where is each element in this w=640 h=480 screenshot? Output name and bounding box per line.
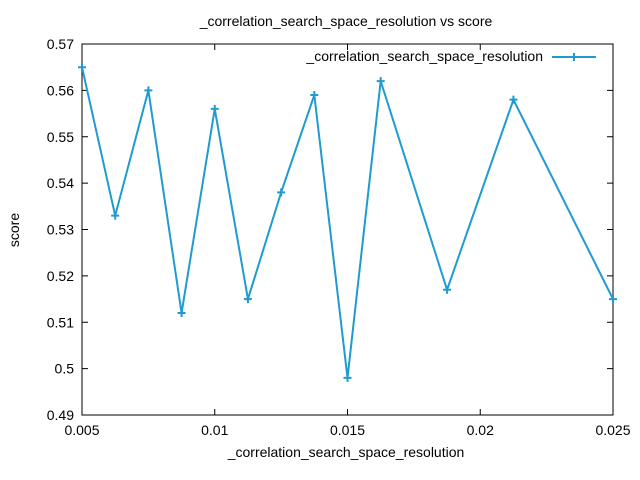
data-point-marker: [210, 104, 219, 113]
x-tick-label: 0.015: [330, 422, 365, 438]
x-axis-label: _correlation_search_space_resolution: [227, 444, 465, 460]
data-point-marker: [443, 285, 452, 294]
data-point-marker: [144, 86, 153, 95]
x-axis: 0.005 0.01 0.015 0.02 0.025: [64, 44, 631, 438]
x-tick-label: 0.025: [595, 422, 630, 438]
data-point-marker: [111, 211, 120, 220]
data-point-marker: [243, 295, 252, 304]
data-point-marker: [177, 308, 186, 317]
x-tick-label: 0.01: [201, 422, 228, 438]
plot-frame: [81, 43, 614, 416]
data-point-marker: [509, 95, 518, 104]
chart-title: _correlation_search_space_resolution vs …: [199, 13, 493, 29]
y-tick-label: 0.51: [47, 314, 74, 330]
series-line: [81, 66, 614, 379]
legend-label: _correlation_search_space_resolution: [305, 48, 543, 64]
y-tick-label: 0.52: [47, 268, 74, 284]
data-point-marker: [343, 373, 352, 382]
legend: _correlation_search_space_resolution: [305, 48, 596, 64]
series-layer: [78, 63, 617, 382]
y-tick-label: 0.55: [47, 129, 74, 145]
y-tick-label: 0.56: [47, 82, 74, 98]
data-point-marker: [310, 91, 319, 100]
y-tick-label: 0.57: [47, 36, 74, 52]
y-axis: 0.49 0.5 0.51 0.52 0.53 0.54 0.55 0.56 0.57: [47, 36, 613, 423]
legend-marker: [570, 53, 578, 61]
y-tick-label: 0.53: [47, 222, 74, 238]
x-tick-label: 0.02: [467, 422, 494, 438]
y-tick-label: 0.54: [47, 175, 74, 191]
y-tick-label: 0.5: [55, 361, 75, 377]
data-point-marker: [78, 63, 86, 72]
data-point-marker: [277, 188, 286, 197]
x-tick-label: 0.005: [64, 422, 99, 438]
y-tick-label: 0.49: [47, 407, 74, 423]
data-point-marker: [376, 77, 385, 86]
data-point-marker: [609, 295, 617, 304]
y-axis-label: score: [6, 213, 22, 247]
